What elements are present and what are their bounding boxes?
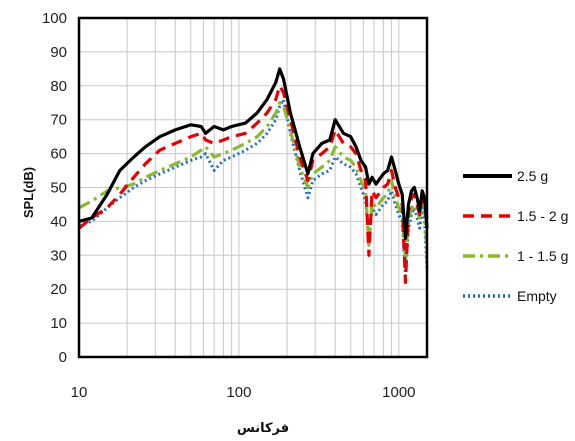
y-tick-label: 100 — [42, 10, 67, 27]
y-tick-label: 90 — [50, 44, 67, 61]
grid-lines — [78, 17, 427, 358]
y-tick-label: 20 — [50, 281, 67, 298]
x-axis-label: فرکانس — [237, 421, 289, 436]
y-tick-label: 50 — [50, 180, 67, 197]
y-tick-label: 60 — [50, 146, 67, 163]
legend-item[interactable]: 2.5 g — [463, 168, 548, 184]
series-line — [77, 84, 429, 284]
x-tick-label: 1000 — [382, 384, 415, 401]
legend-item[interactable]: 1 - 1.5 g — [463, 248, 568, 264]
legend-label: Empty — [517, 288, 557, 304]
series-lines — [77, 67, 429, 284]
series-line — [78, 67, 429, 240]
x-tick-label: 10 — [71, 384, 88, 401]
y-tick-label: 40 — [50, 213, 67, 230]
series-line — [78, 101, 429, 261]
plot-frame — [77, 16, 429, 359]
legend[interactable]: 2.5 g 1.5 - 2 g 1 - 1.5 g Empty — [463, 168, 568, 304]
y-tick-labels: 0 10 20 30 40 50 60 70 80 90 100 — [42, 10, 67, 366]
y-tick-label: 70 — [50, 112, 67, 129]
x-tick-labels: 10 100 1000 — [71, 384, 416, 401]
legend-label: 2.5 g — [517, 168, 548, 184]
y-axis-label: SPL(dB) — [21, 167, 36, 218]
y-tick-label: 0 — [59, 349, 67, 366]
y-tick-label: 10 — [50, 315, 67, 332]
y-tick-label: 80 — [50, 78, 67, 95]
y-tick-label: 30 — [50, 247, 67, 264]
legend-item[interactable]: Empty — [463, 288, 557, 304]
legend-item[interactable]: 1.5 - 2 g — [463, 208, 568, 224]
x-tick-label: 100 — [226, 384, 251, 401]
legend-label: 1.5 - 2 g — [517, 208, 568, 224]
legend-label: 1 - 1.5 g — [517, 248, 568, 264]
